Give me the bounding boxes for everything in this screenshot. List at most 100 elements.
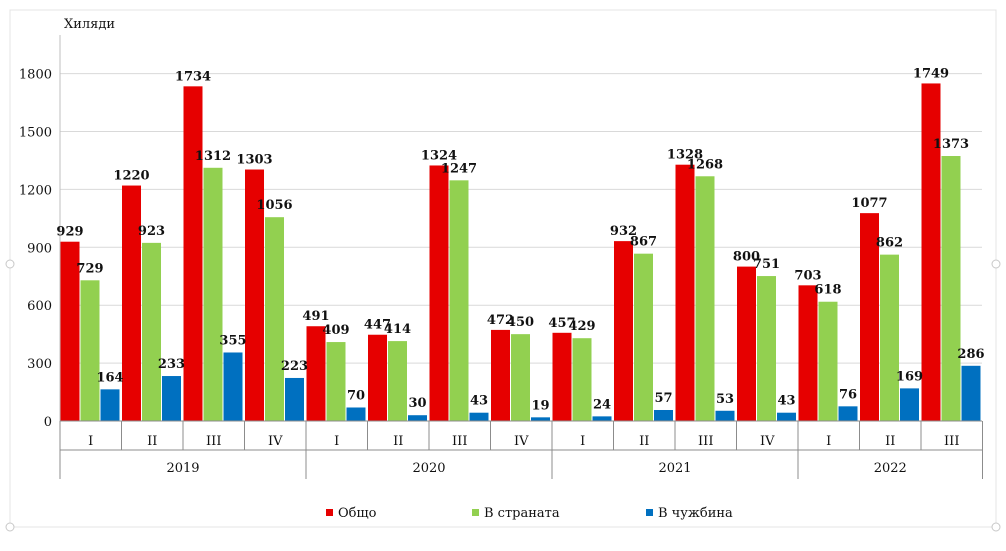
x-tick-label-year: 2020 — [412, 461, 445, 476]
data-label: 932 — [610, 224, 637, 239]
legend-label: Общо — [338, 506, 377, 521]
bar — [634, 253, 653, 421]
y-tick-label: 1200 — [19, 183, 52, 198]
data-label: 286 — [957, 347, 984, 362]
bar — [491, 329, 510, 421]
data-label: 929 — [56, 225, 83, 240]
x-tick-label-year: 2022 — [874, 461, 907, 476]
data-label: 414 — [384, 322, 411, 337]
data-label: 618 — [814, 283, 841, 298]
bar — [183, 86, 203, 421]
bar — [614, 241, 633, 421]
bar — [60, 241, 80, 421]
data-label: 1324 — [421, 148, 457, 163]
x-tick-label-quarter: IV — [760, 434, 775, 449]
bar — [552, 332, 572, 421]
data-label: 1312 — [195, 149, 231, 164]
data-label: 1247 — [441, 161, 477, 176]
x-tick-label-year: 2019 — [166, 461, 199, 476]
data-label: 867 — [630, 235, 657, 250]
bar — [122, 185, 141, 421]
data-label: 457 — [548, 316, 575, 331]
bar — [798, 285, 818, 421]
bar — [100, 389, 120, 421]
data-label: 53 — [716, 392, 734, 407]
chart-frame — [9, 9, 997, 528]
data-label: 169 — [896, 369, 923, 384]
y-tick-label: 600 — [27, 299, 52, 314]
data-label: 57 — [654, 391, 672, 406]
x-tick-label-quarter: IV — [514, 434, 529, 449]
data-label: 472 — [487, 313, 514, 328]
data-label: 1268 — [687, 157, 723, 172]
x-tick-label-quarter: II — [393, 434, 403, 449]
data-label: 1220 — [113, 169, 149, 184]
x-tick-label-quarter: II — [639, 434, 649, 449]
data-label: 1734 — [175, 69, 211, 84]
data-label: 1056 — [256, 198, 292, 213]
data-label: 491 — [302, 309, 329, 324]
bar — [715, 410, 735, 421]
bar — [737, 266, 756, 421]
bar — [162, 376, 181, 421]
bar — [408, 415, 427, 421]
data-label: 355 — [219, 333, 246, 348]
data-label: 1303 — [236, 153, 272, 168]
legend-swatch — [326, 509, 333, 516]
data-label: 409 — [322, 323, 349, 338]
frame-handle-bottom-right — [991, 522, 1001, 532]
x-tick-label-quarter: IV — [268, 434, 283, 449]
bar — [592, 416, 612, 421]
x-tick-label-quarter: III — [944, 434, 959, 449]
bar — [777, 412, 796, 421]
bar — [572, 338, 592, 421]
bar — [265, 217, 284, 421]
y-tick-label: 900 — [27, 241, 52, 256]
data-label: 30 — [408, 396, 426, 411]
bar — [675, 164, 695, 422]
y-tick-label: 1800 — [19, 68, 52, 83]
data-label: 1077 — [851, 196, 887, 211]
bars — [60, 83, 981, 422]
x-tick-label-year: 2021 — [658, 461, 691, 476]
x-tick-label-quarter: I — [826, 434, 831, 449]
bar — [346, 407, 366, 421]
data-label: 703 — [794, 268, 821, 283]
data-label: 450 — [507, 315, 534, 330]
bar — [654, 409, 673, 421]
bar — [921, 83, 941, 422]
x-tick-label-quarter: I — [334, 434, 339, 449]
data-label: 24 — [593, 397, 611, 412]
frame-handle-right — [991, 259, 1001, 269]
bar — [900, 388, 919, 421]
y-tick-label: 1500 — [19, 126, 52, 141]
data-label: 233 — [158, 357, 185, 372]
bar — [860, 213, 879, 421]
legend: Общо В страната В чужбина — [326, 506, 733, 521]
bar — [388, 341, 407, 421]
bar — [757, 276, 776, 421]
frame-handle-left — [5, 259, 15, 269]
bar — [818, 301, 838, 421]
bar — [306, 326, 326, 421]
bar — [469, 412, 489, 421]
data-label: 1749 — [913, 66, 949, 81]
bar — [223, 352, 243, 421]
bar — [285, 377, 304, 421]
data-label: 751 — [753, 257, 780, 272]
bar — [80, 280, 100, 421]
x-tick-label-quarter: III — [452, 434, 467, 449]
bar — [941, 156, 961, 422]
data-label: 923 — [138, 224, 165, 239]
data-label: 43 — [470, 394, 488, 409]
x-tick-label-quarter: I — [580, 434, 585, 449]
data-label: 19 — [531, 398, 549, 413]
data-label: 1328 — [667, 148, 703, 163]
x-tick-label-quarter: II — [147, 434, 157, 449]
legend-label: В страната — [484, 506, 560, 521]
frame-handle-bottom-left — [5, 522, 15, 532]
data-label: 164 — [96, 370, 123, 385]
